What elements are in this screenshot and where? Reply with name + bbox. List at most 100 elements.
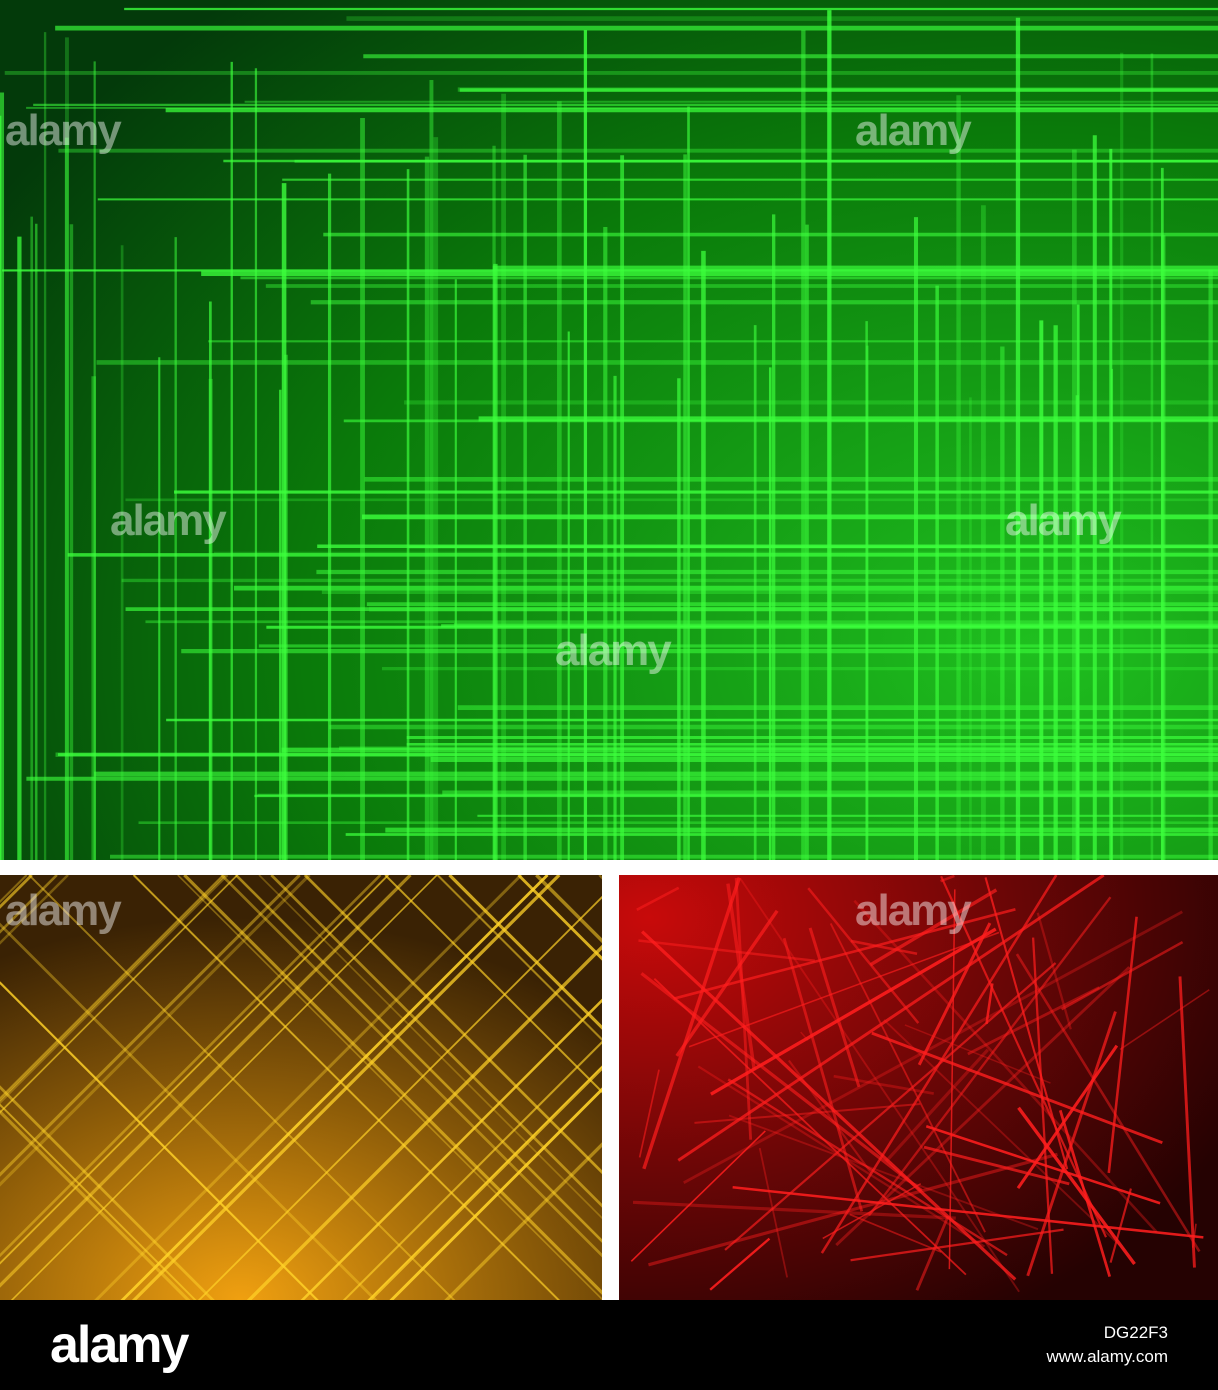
line xyxy=(697,1065,986,1248)
line xyxy=(884,1048,989,1163)
line xyxy=(739,878,1020,1293)
orange-lines xyxy=(0,875,602,1300)
line xyxy=(303,875,602,1175)
line xyxy=(850,939,918,956)
watermark: alamy xyxy=(5,106,122,155)
watermark: alamy xyxy=(5,886,122,935)
line xyxy=(0,875,382,1258)
watermark: alamy xyxy=(855,886,972,935)
line xyxy=(820,875,1058,1254)
line xyxy=(0,981,319,1300)
line xyxy=(10,875,438,1300)
red-lines xyxy=(630,875,1210,1293)
line xyxy=(0,1109,191,1300)
line xyxy=(0,1103,197,1300)
line xyxy=(925,1125,1161,1205)
line xyxy=(0,875,238,1114)
line xyxy=(835,966,1131,1247)
line xyxy=(0,875,311,1187)
line xyxy=(1178,976,1196,1268)
line xyxy=(0,922,378,1300)
line xyxy=(709,1237,771,1291)
line xyxy=(808,927,861,1088)
image-id: DG22F3 xyxy=(1104,1323,1168,1342)
line xyxy=(0,875,412,1288)
line xyxy=(1058,1109,1112,1277)
line xyxy=(833,1074,934,1095)
line xyxy=(728,1114,1039,1231)
line xyxy=(967,986,1100,1056)
line xyxy=(732,1186,1204,1239)
line xyxy=(1107,916,1138,1174)
line xyxy=(829,923,986,1233)
line xyxy=(300,998,602,1300)
line xyxy=(436,875,602,1041)
line xyxy=(220,875,602,1258)
footer-logo: alamy xyxy=(50,1316,190,1374)
watermarks: alamy alamy alamy alamy alamy alamy alamy xyxy=(5,106,1124,935)
line xyxy=(677,875,1105,1162)
line xyxy=(853,899,1158,1233)
line xyxy=(782,937,864,1212)
line xyxy=(28,875,456,1300)
line xyxy=(1031,937,1054,1274)
line xyxy=(120,875,549,1300)
line xyxy=(342,1040,602,1300)
line xyxy=(710,927,997,1096)
line xyxy=(1016,1044,1119,1189)
line xyxy=(0,875,229,1105)
line xyxy=(0,875,224,1099)
line xyxy=(177,875,602,1300)
line xyxy=(904,1024,1051,1084)
line xyxy=(640,972,923,1192)
line xyxy=(132,875,560,1300)
line xyxy=(726,883,757,1071)
line xyxy=(131,875,561,1300)
line xyxy=(444,1142,602,1300)
line xyxy=(923,1145,1070,1186)
footer-bar xyxy=(0,1300,1218,1390)
line xyxy=(694,1102,921,1124)
line xyxy=(915,1215,950,1291)
line xyxy=(1015,953,1201,1253)
line xyxy=(632,1200,956,1220)
line xyxy=(850,1228,1064,1262)
line xyxy=(1026,1011,1117,1277)
line xyxy=(727,1078,1008,1257)
line xyxy=(985,983,994,1025)
line xyxy=(448,875,602,1030)
line xyxy=(197,895,602,1300)
line xyxy=(807,887,920,1024)
line xyxy=(246,944,602,1300)
line xyxy=(917,922,992,1066)
line xyxy=(384,875,602,1094)
watermark: alamy xyxy=(1005,496,1122,545)
watermark: alamy xyxy=(855,106,972,155)
line xyxy=(675,909,779,1057)
watermark: alamy xyxy=(555,626,672,675)
line xyxy=(638,1069,660,1158)
line xyxy=(758,1147,789,1278)
line xyxy=(258,875,602,1220)
line xyxy=(683,910,1183,1185)
green-panel xyxy=(0,0,1218,860)
line xyxy=(653,978,967,1276)
line xyxy=(636,886,680,911)
line xyxy=(0,875,226,1102)
line xyxy=(869,888,998,967)
line xyxy=(641,930,1017,1281)
watermark: alamy xyxy=(110,496,227,545)
site-url: www.alamy.com xyxy=(1045,1347,1168,1366)
line xyxy=(389,1087,602,1300)
line xyxy=(638,939,815,963)
line xyxy=(688,931,1000,1048)
line xyxy=(822,1183,922,1240)
line xyxy=(642,877,741,1170)
line xyxy=(648,1152,1058,1267)
orange-panel xyxy=(0,875,602,1300)
line xyxy=(1061,940,1184,1011)
line xyxy=(183,875,602,1295)
line xyxy=(868,896,1112,1217)
line xyxy=(1109,1188,1132,1263)
